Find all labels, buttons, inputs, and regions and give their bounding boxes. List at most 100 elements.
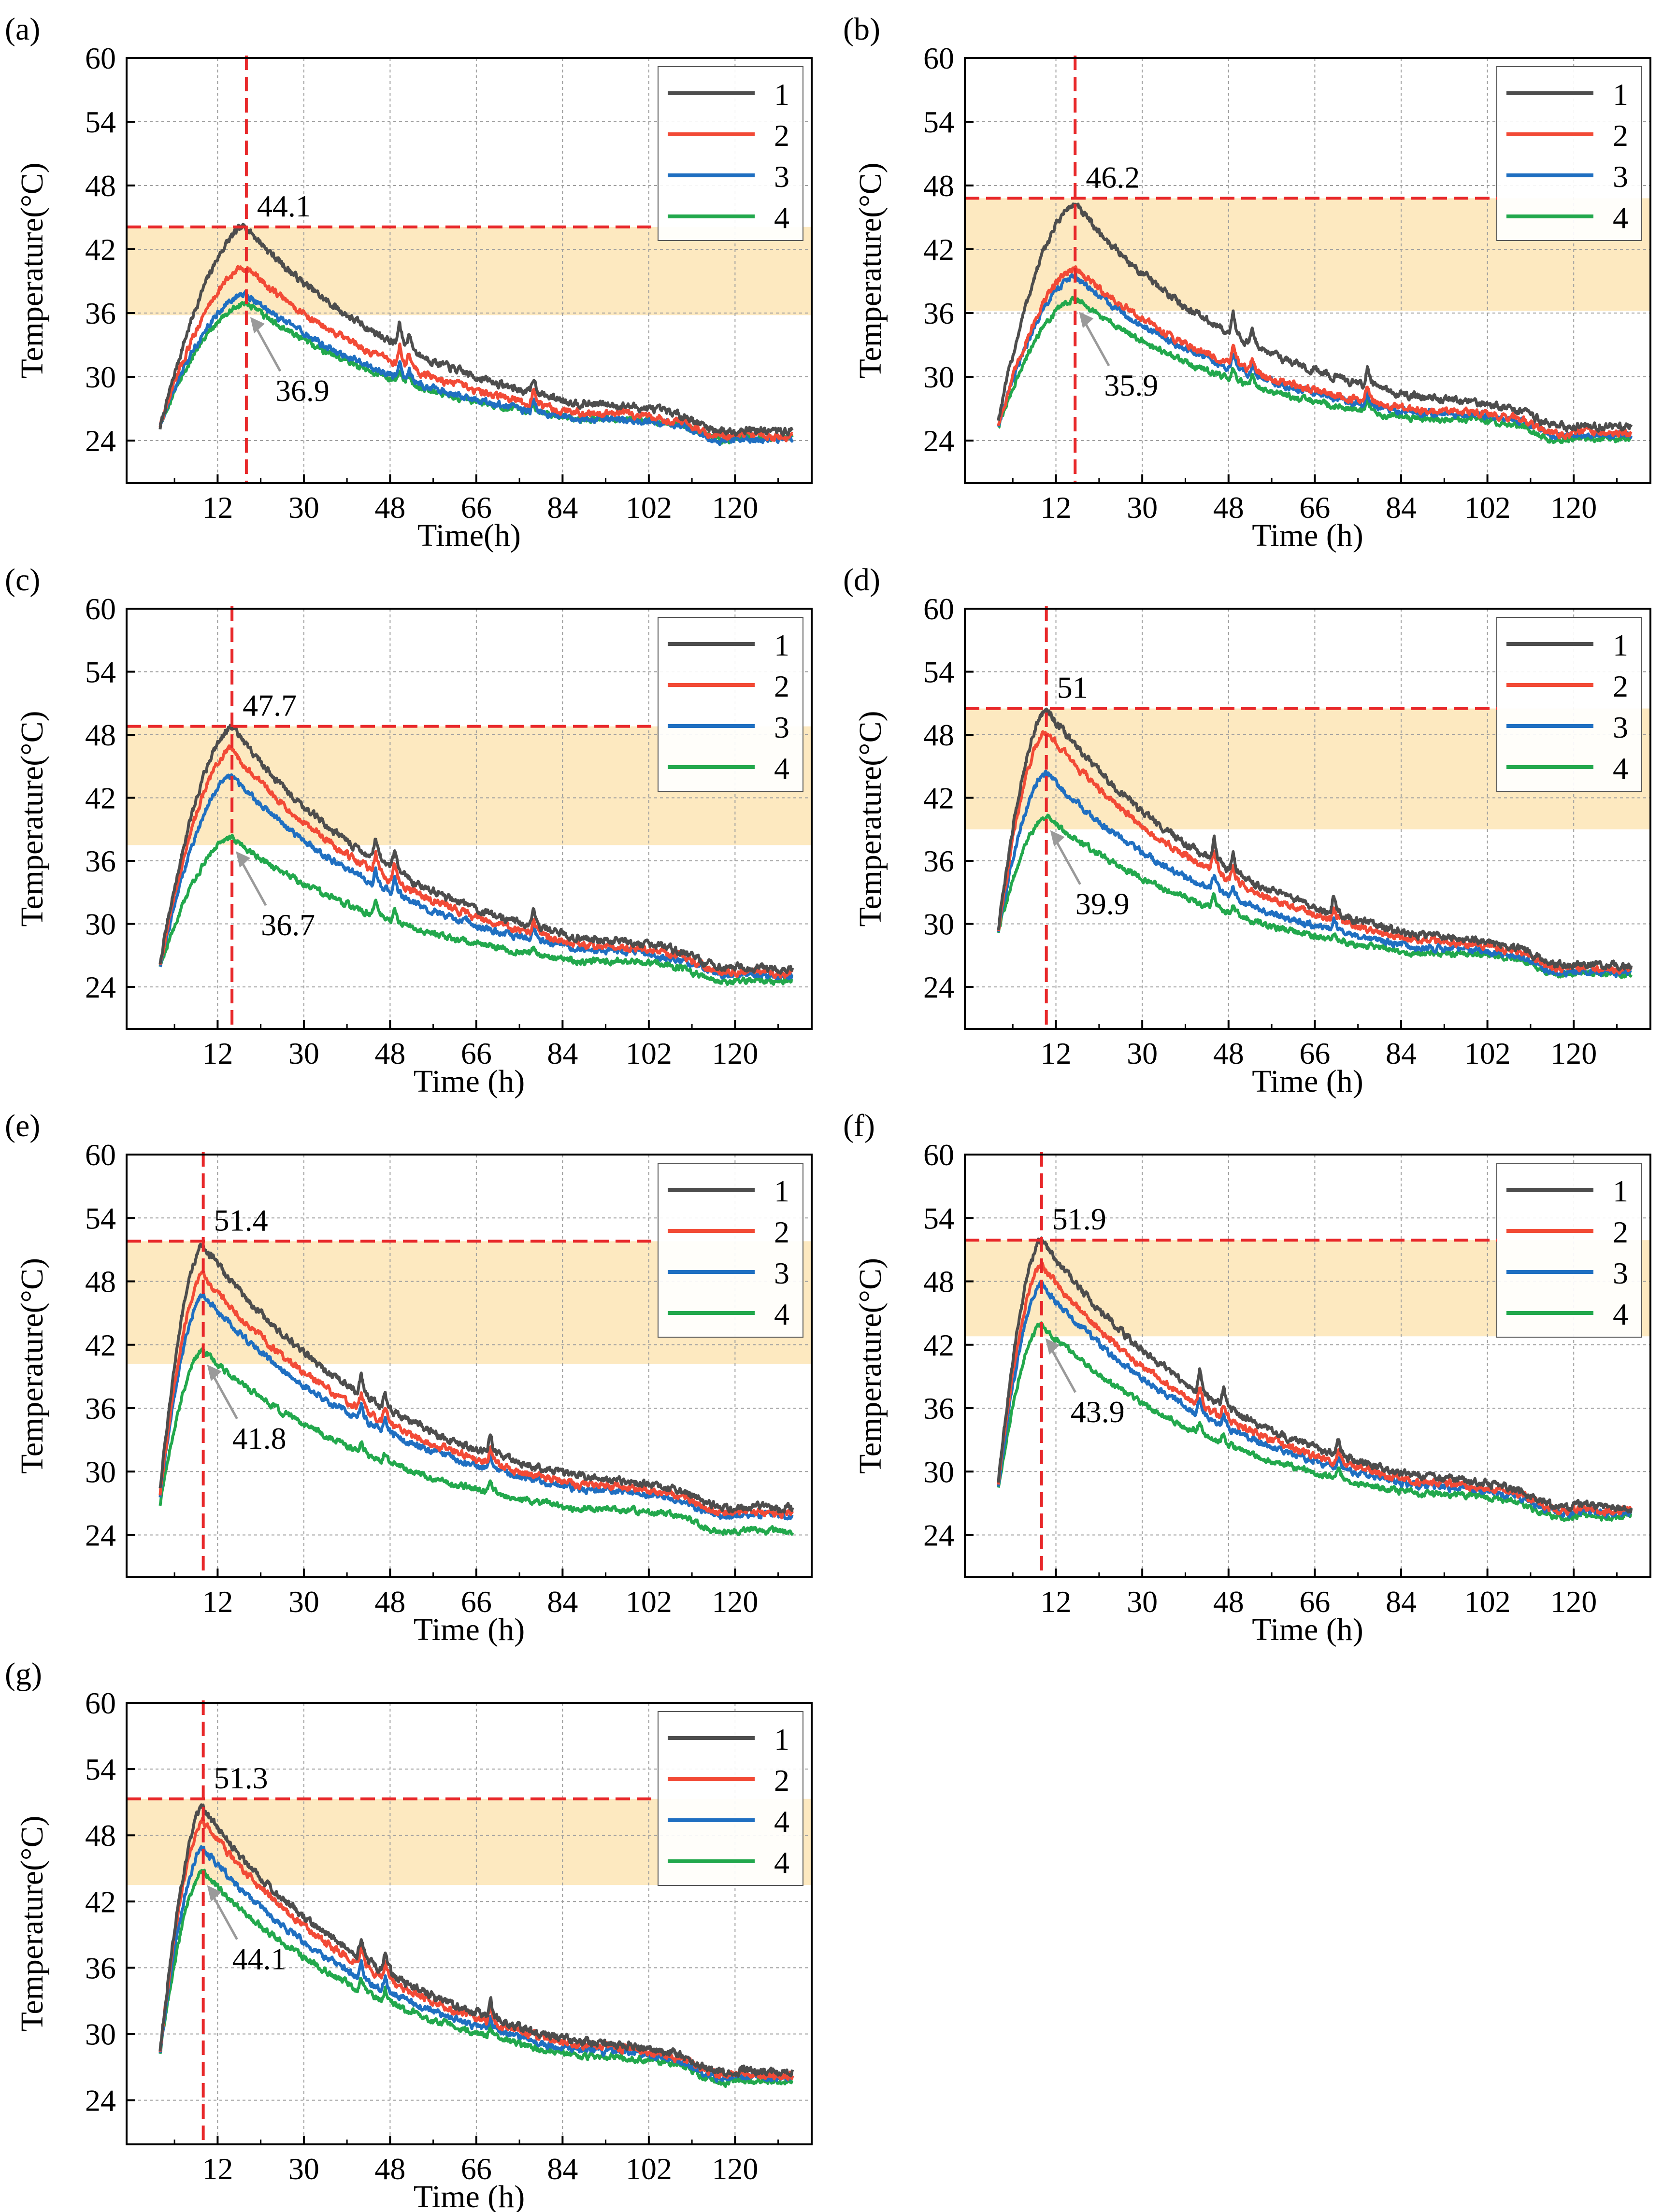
legend-label-1: 1 <box>774 1174 789 1208</box>
annotation-arrow-head <box>1045 1338 1060 1355</box>
series-line-3 <box>158 290 794 446</box>
y-tick-label: 42 <box>923 1328 954 1362</box>
x-tick-label: 48 <box>1213 490 1244 525</box>
annotation-arrow-shaft <box>1054 838 1081 885</box>
plot-frame <box>126 57 813 484</box>
peak-label: 51.4 <box>214 1203 268 1237</box>
y-tick-label: 60 <box>923 41 954 75</box>
series-line-2 <box>158 1270 794 1520</box>
panel-letter: (a) <box>5 12 40 47</box>
legend-box <box>658 1163 803 1338</box>
x-tick-label: 48 <box>374 2152 405 2186</box>
series-line-3 <box>997 770 1632 978</box>
annotation-arrow-shaft <box>1083 319 1110 367</box>
y-tick-label: 30 <box>85 2017 116 2052</box>
legend-label-4: 4 <box>774 200 789 235</box>
legend-label-3: 3 <box>1613 159 1628 194</box>
y-tick-label: 24 <box>85 424 116 458</box>
x-tick-label: 12 <box>1041 1584 1072 1619</box>
y-tick-label: 54 <box>923 105 954 139</box>
legend-label-4: 4 <box>1613 200 1628 235</box>
y-tick-label: 54 <box>85 655 116 689</box>
x-tick-label: 12 <box>202 1036 233 1070</box>
y-axis-label: Temperature(°C) <box>853 711 888 927</box>
legend-label-4: 4 <box>1613 751 1628 785</box>
panel-b: 1 2 3 4 46.2 35.9 24 30 36 42 48 54 60 12 30 48 66 84 102 1… <box>838 0 1677 553</box>
legend-label-3: 4 <box>774 1804 789 1839</box>
series-line-3 <box>158 1293 794 1521</box>
annotation-arrow-head <box>207 1364 222 1381</box>
highlight-band <box>127 227 812 315</box>
x-tick-label: 66 <box>1299 1584 1330 1619</box>
legend-label-2: 2 <box>774 1763 789 1798</box>
y-tick-label: 48 <box>85 169 116 203</box>
y-tick-label: 60 <box>85 592 116 626</box>
panel-a: 1 2 3 4 44.1 36.9 24 30 36 42 48 54 60 12 30 48 66 84 102 1… <box>0 0 838 553</box>
x-tick-label: 30 <box>1127 1036 1158 1070</box>
x-axis-label: Time (h) <box>1252 1612 1363 1647</box>
legend-label-4: 4 <box>774 1845 789 1880</box>
x-tick-label: 66 <box>461 1584 492 1619</box>
legend-label-1: 1 <box>774 628 789 662</box>
legend-label-2: 2 <box>1613 669 1628 703</box>
y-tick-label: 60 <box>85 1686 116 1720</box>
legend-label-4: 4 <box>1613 1297 1628 1331</box>
plot-frame <box>964 57 1651 484</box>
annotation-arrow-shaft <box>1049 1346 1076 1393</box>
panel-letter: (c) <box>5 562 40 598</box>
y-axis-label: Temperature(°C) <box>14 163 50 379</box>
series-line-1 <box>158 1803 794 2078</box>
x-tick-label: 48 <box>374 1036 405 1070</box>
series-group <box>997 202 1633 444</box>
legend-label-3: 3 <box>1613 1256 1628 1290</box>
x-tick-label: 120 <box>712 2152 758 2186</box>
y-tick-label: 48 <box>85 1818 116 1853</box>
legend-label-2: 2 <box>774 118 789 153</box>
x-tick-label: 84 <box>547 1036 578 1070</box>
series-line-1 <box>158 1242 794 1514</box>
plot-frame <box>126 608 813 1030</box>
legend-label-1: 1 <box>1613 1174 1628 1208</box>
annotation-arrow-head <box>236 851 251 868</box>
peak-label: 46.2 <box>1086 160 1140 194</box>
legend-label-1: 1 <box>1613 628 1628 662</box>
series-group <box>997 707 1633 979</box>
panel-letter: (g) <box>5 1656 42 1692</box>
x-tick-label: 66 <box>461 490 492 525</box>
plot-frame <box>126 1154 813 1578</box>
x-tick-label: 102 <box>626 1036 672 1070</box>
x-tick-label: 120 <box>1550 490 1597 525</box>
x-tick-label: 66 <box>461 1036 492 1070</box>
y-tick-label: 30 <box>923 907 954 942</box>
panel-g: 1 2 4 4 51.3 44.1 24 30 36 42 48 54 60 12 30 48 66 84 102 1… <box>0 1645 838 2212</box>
x-axis-label: Time (h) <box>1252 1064 1363 1099</box>
series-line-1 <box>997 707 1633 972</box>
y-tick-label: 24 <box>923 1518 954 1553</box>
x-tick-label: 48 <box>1213 1584 1244 1619</box>
annotation-arrow-head <box>207 1885 222 1902</box>
x-tick-label: 30 <box>1127 490 1158 525</box>
series-group <box>158 724 794 986</box>
x-tick-label: 30 <box>288 490 319 525</box>
low-label: 35.9 <box>1104 368 1158 402</box>
annotation-arrow-head <box>1050 830 1065 847</box>
y-tick-label: 42 <box>923 232 954 267</box>
y-tick-label: 48 <box>85 1265 116 1299</box>
legend-label-2: 2 <box>774 1215 789 1249</box>
y-tick-label: 30 <box>923 1455 954 1489</box>
y-tick-label: 60 <box>923 1138 954 1172</box>
x-axis-label: Time (h) <box>414 1064 525 1099</box>
x-tick-label: 102 <box>1464 1584 1511 1619</box>
legend-box <box>1496 617 1642 792</box>
x-tick-label: 66 <box>1299 1036 1330 1070</box>
series-line-2 <box>158 1816 794 2081</box>
annotation-arrow-shaft <box>239 859 267 906</box>
x-axis-label: Time (h) <box>414 1612 525 1647</box>
annotation-arrow-head <box>250 317 265 334</box>
